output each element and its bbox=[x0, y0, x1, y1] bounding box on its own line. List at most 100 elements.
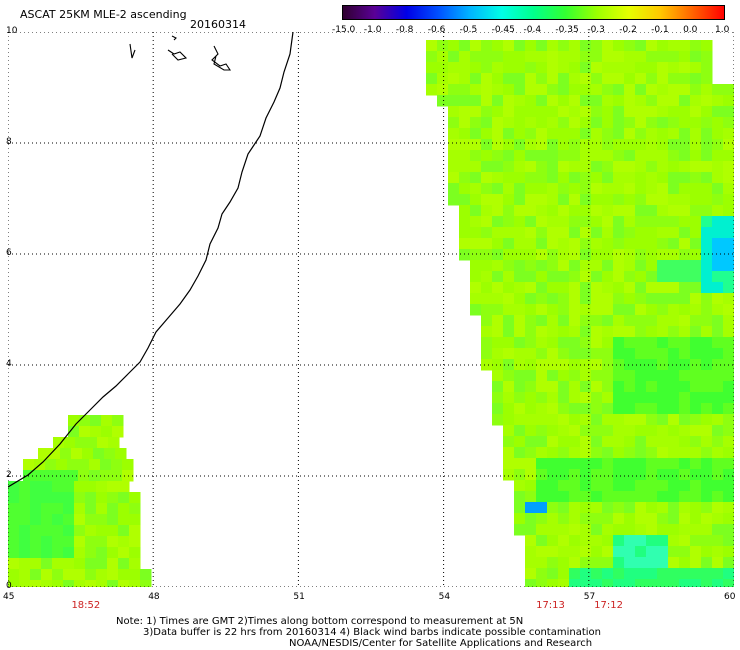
swath-cell bbox=[712, 337, 724, 349]
swath-cell bbox=[63, 547, 75, 559]
swath-cell bbox=[690, 117, 702, 129]
swath-cell bbox=[657, 392, 669, 404]
swath-cell bbox=[580, 546, 592, 558]
swath-cell bbox=[547, 535, 559, 547]
swath-cell bbox=[624, 579, 636, 587]
swath-cell bbox=[646, 183, 658, 195]
swath-cell bbox=[646, 293, 658, 305]
swath-cell bbox=[503, 348, 515, 360]
swath-cell bbox=[118, 514, 130, 526]
swath-cell bbox=[712, 436, 724, 448]
swath-cell bbox=[602, 161, 614, 173]
swath-cell bbox=[569, 535, 581, 547]
swath-cell bbox=[525, 502, 537, 514]
swath-cell bbox=[503, 425, 515, 437]
swath-cell bbox=[547, 304, 559, 316]
swath-cell bbox=[8, 558, 20, 570]
swath-cell bbox=[569, 238, 581, 250]
swath-cell bbox=[624, 568, 636, 580]
swath-cell bbox=[459, 249, 471, 261]
swath-cell bbox=[679, 414, 691, 426]
swath-cell bbox=[503, 304, 515, 316]
swath-cell bbox=[657, 216, 669, 228]
swath-cell bbox=[646, 194, 658, 206]
swath-cell bbox=[85, 536, 97, 548]
swath-cell bbox=[679, 172, 691, 184]
swath-cell bbox=[8, 514, 20, 526]
swath-cell bbox=[723, 491, 734, 503]
swath-cell bbox=[63, 492, 75, 504]
swath-cell bbox=[569, 62, 581, 74]
swath-cell bbox=[63, 525, 75, 537]
swath-cell bbox=[558, 139, 570, 151]
swath-cell bbox=[580, 535, 592, 547]
swath-cell bbox=[679, 546, 691, 558]
swath-cell bbox=[525, 238, 537, 250]
swath-cell bbox=[701, 315, 713, 327]
swath-cell bbox=[723, 282, 734, 294]
swath-cell bbox=[503, 293, 515, 305]
swath-cell bbox=[602, 183, 614, 195]
swath-cell bbox=[503, 62, 515, 74]
swath-cell bbox=[536, 51, 548, 63]
swath-cell bbox=[547, 282, 559, 294]
swath-cell bbox=[536, 106, 548, 118]
swath-cell bbox=[701, 524, 713, 536]
swath-cell bbox=[657, 51, 669, 63]
swath-cell bbox=[437, 95, 449, 107]
swath-cell bbox=[723, 513, 734, 525]
swath-cell bbox=[503, 106, 515, 118]
swath-cell bbox=[525, 183, 537, 195]
swath-cell bbox=[481, 51, 493, 63]
swath-cell bbox=[679, 480, 691, 492]
swath-cell bbox=[459, 106, 471, 118]
swath-cell bbox=[624, 106, 636, 118]
swath-cell bbox=[679, 271, 691, 283]
swath-cell bbox=[108, 437, 120, 449]
swath-cell bbox=[602, 513, 614, 525]
swath-cell bbox=[602, 117, 614, 129]
swath-cell bbox=[558, 469, 570, 481]
swath-cell bbox=[470, 271, 482, 283]
swath-cell bbox=[558, 513, 570, 525]
swath-cell bbox=[85, 525, 97, 537]
swath-cell bbox=[580, 359, 592, 371]
swath-cell bbox=[514, 326, 526, 338]
swath-cell bbox=[558, 491, 570, 503]
swath-cell bbox=[679, 84, 691, 96]
swath-cell bbox=[646, 249, 658, 261]
swath-cell bbox=[68, 415, 80, 427]
swath-cell bbox=[118, 492, 130, 504]
swath-cell bbox=[657, 271, 669, 283]
swath-cell bbox=[426, 73, 438, 85]
swath-cell bbox=[569, 326, 581, 338]
swath-cell bbox=[525, 95, 537, 107]
swath-cell bbox=[646, 172, 658, 184]
swath-cell bbox=[547, 370, 559, 382]
swath-cell bbox=[536, 139, 548, 151]
swath-cell bbox=[470, 194, 482, 206]
swath-cell bbox=[723, 480, 734, 492]
swath-cell bbox=[536, 436, 548, 448]
swath-cell bbox=[602, 557, 614, 569]
swath-cell bbox=[85, 481, 97, 493]
swath-cell bbox=[646, 535, 658, 547]
swath-cell bbox=[591, 491, 603, 503]
swath-cell bbox=[503, 458, 515, 470]
swath-cell bbox=[459, 73, 471, 85]
swath-cell bbox=[514, 370, 526, 382]
swath-cell bbox=[437, 51, 449, 63]
swath-cell bbox=[668, 117, 680, 129]
swath-cell bbox=[646, 370, 658, 382]
swath-cell bbox=[701, 51, 713, 63]
swath-cell bbox=[690, 84, 702, 96]
swath-cell bbox=[514, 106, 526, 118]
swath-cell bbox=[679, 502, 691, 514]
swath-cell bbox=[558, 447, 570, 459]
swath-cell bbox=[30, 558, 42, 570]
swath-cell bbox=[668, 524, 680, 536]
swath-cell bbox=[536, 403, 548, 415]
swath-cell bbox=[85, 514, 97, 526]
swath-cell bbox=[525, 337, 537, 349]
swath-cell bbox=[602, 491, 614, 503]
